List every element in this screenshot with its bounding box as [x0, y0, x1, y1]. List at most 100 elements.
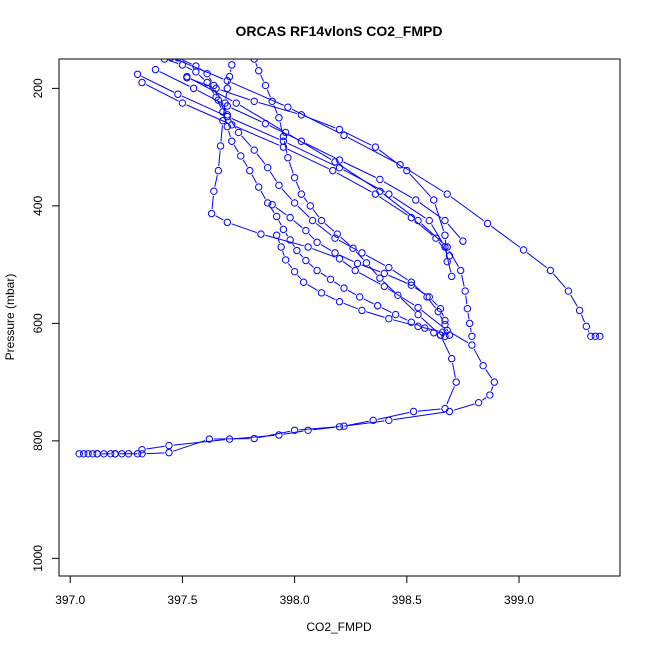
- series-segment: [307, 284, 318, 291]
- data-point: [263, 163, 272, 172]
- data-point: [93, 450, 101, 458]
- data-point: [385, 314, 393, 323]
- series-segment: [361, 264, 381, 273]
- series-segment: [308, 233, 315, 240]
- data-point: [394, 291, 402, 299]
- series-segment: [580, 314, 586, 323]
- data-point: [335, 156, 344, 164]
- data-point: [317, 289, 326, 297]
- data-point: [210, 187, 218, 195]
- data-point: [299, 278, 308, 286]
- data-point: [272, 212, 281, 221]
- series-segment: [467, 313, 470, 320]
- data-point: [358, 249, 366, 257]
- data-point: [445, 331, 454, 339]
- data-point: [349, 244, 357, 252]
- data-point: [250, 146, 258, 154]
- data-point: [302, 256, 310, 265]
- series-segment: [287, 148, 329, 170]
- series-segment: [438, 241, 448, 253]
- series-segment: [260, 74, 265, 82]
- series-segment: [146, 452, 165, 455]
- series-segment: [181, 95, 224, 116]
- data-point: [246, 166, 254, 175]
- data-point: [443, 243, 451, 251]
- data-point: [441, 404, 449, 413]
- series-segment: [320, 244, 332, 252]
- series-segment: [428, 329, 430, 332]
- series-segment: [146, 445, 165, 450]
- series-segment: [334, 281, 341, 287]
- series-segment: [175, 59, 224, 80]
- y-tick-label: 1000: [31, 545, 45, 572]
- series-segment: [473, 348, 482, 362]
- data-point: [232, 99, 240, 107]
- series-segment: [485, 369, 493, 379]
- data-point: [279, 132, 288, 141]
- data-point: [340, 284, 348, 292]
- data-point: [376, 175, 384, 184]
- series-segment: [289, 134, 332, 160]
- data-point: [331, 249, 339, 257]
- data-point: [414, 303, 422, 312]
- y-tick-label: 800: [31, 431, 45, 451]
- data-point: [281, 256, 290, 264]
- y-axis-label: Pressure (mbar): [3, 274, 17, 361]
- data-point: [88, 450, 97, 458]
- y-axis: 200 400 600 800 1000: [31, 78, 60, 572]
- data-point: [441, 320, 449, 329]
- data-point: [203, 78, 211, 87]
- series-segment: [231, 223, 257, 234]
- series-segment: [181, 59, 193, 65]
- data-point: [290, 199, 299, 207]
- series-segment: [465, 295, 468, 305]
- data-point: [293, 246, 301, 255]
- series-segment: [228, 130, 231, 138]
- data-point: [268, 201, 276, 209]
- series-segment: [241, 135, 252, 148]
- series-segment: [312, 209, 320, 218]
- data-point: [380, 269, 389, 278]
- series-segment: [414, 287, 426, 295]
- data-point: [297, 111, 306, 119]
- data-point: [313, 238, 321, 247]
- series-segment: [429, 300, 436, 309]
- data-point: [228, 121, 236, 129]
- data-point: [340, 422, 348, 430]
- data-point: [376, 187, 384, 195]
- data-point: [351, 266, 359, 275]
- data-point: [174, 59, 182, 62]
- series-segment: [198, 74, 205, 80]
- series-segment: [452, 362, 456, 378]
- data-point: [443, 190, 451, 198]
- data-point: [281, 128, 290, 137]
- series-segment: [378, 149, 404, 169]
- data-point: [353, 259, 362, 268]
- data-point: [421, 324, 429, 332]
- series-segment: [340, 236, 350, 246]
- data-point: [441, 231, 449, 239]
- data-point: [326, 275, 335, 284]
- series-8: [167, 59, 604, 340]
- series-segment: [233, 144, 239, 153]
- series-segment: [220, 103, 226, 112]
- data-point: [448, 354, 456, 363]
- data-point: [250, 97, 258, 106]
- data-point: [223, 112, 232, 121]
- series-segment: [217, 101, 222, 108]
- data-point: [461, 287, 469, 295]
- data-point: [425, 293, 433, 301]
- series-segment: [218, 150, 221, 167]
- data-point: [255, 183, 263, 191]
- data-point: [302, 226, 310, 235]
- data-point: [376, 274, 384, 282]
- series-segment: [235, 126, 280, 146]
- data-point: [425, 216, 433, 225]
- data-point: [432, 234, 440, 242]
- data-point: [212, 84, 220, 93]
- series-segment: [299, 426, 340, 431]
- series-segment: [490, 225, 521, 248]
- data-point: [407, 281, 416, 289]
